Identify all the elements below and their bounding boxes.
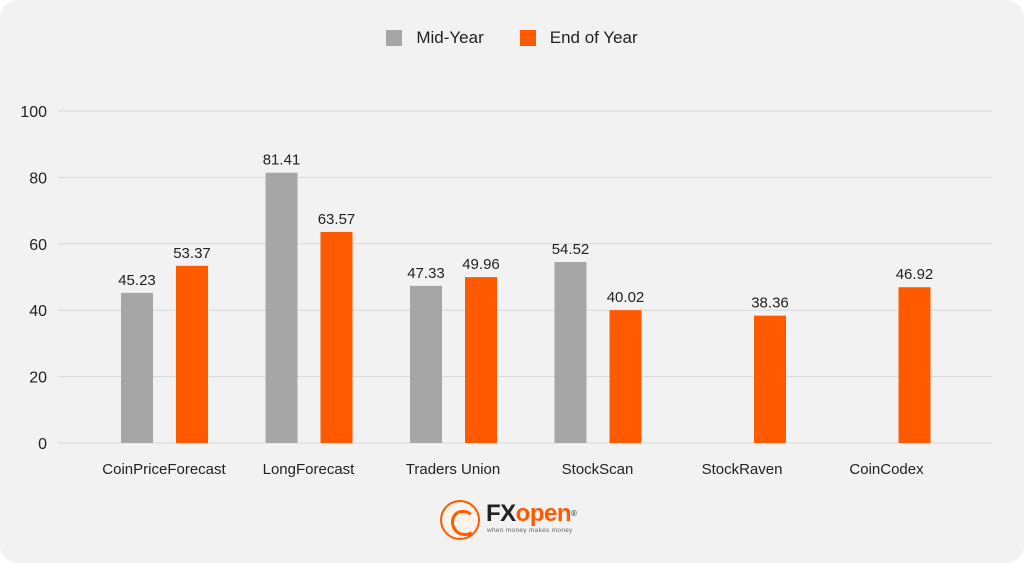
y-tick-label-0: 0	[38, 436, 47, 453]
fxopen-dragon-icon	[440, 500, 480, 540]
data-label-end-of-year-1: 63.57	[318, 211, 356, 228]
data-label-end-of-year-4: 38.36	[751, 295, 789, 312]
data-label-end-of-year-2: 49.96	[462, 256, 500, 273]
legend-swatch-mid-year	[386, 30, 403, 46]
x-tick-label-2: Traders Union	[406, 461, 500, 478]
fxopen-logo: FXopen® when money makes money	[440, 498, 590, 542]
x-tick-label-1: LongForecast	[263, 461, 356, 478]
data-label-mid-year-3: 54.52	[552, 241, 590, 258]
logo-open: open	[515, 500, 572, 527]
x-tick-label-5: CoinCodex	[849, 461, 924, 478]
bar-end-of-year-3	[609, 310, 642, 443]
bar-mid-year-1	[265, 172, 298, 443]
legend-label-mid-year: Mid-Year	[416, 28, 484, 47]
y-tick-label-80: 80	[29, 170, 47, 187]
logo-wordmark: FXopen®	[486, 500, 577, 527]
data-label-mid-year-1: 81.41	[263, 152, 301, 169]
legend-item-end-of-year: End of Year	[519, 28, 638, 48]
data-label-mid-year-2: 47.33	[407, 265, 445, 282]
y-tick-label-20: 20	[29, 370, 47, 387]
bar-end-of-year-5	[898, 287, 931, 443]
legend-item-mid-year: Mid-Year	[386, 28, 484, 48]
bar-end-of-year-1	[320, 231, 353, 443]
data-label-end-of-year-5: 46.92	[896, 266, 934, 283]
bar-mid-year-2	[410, 285, 442, 443]
legend-label-end-of-year: End of Year	[549, 28, 638, 47]
y-tick-label-40: 40	[29, 303, 47, 320]
y-tick-label-60: 60	[29, 237, 47, 254]
logo-tagline: when money makes money	[487, 527, 573, 534]
logo-fx: FX	[486, 500, 516, 527]
bar-mid-year-3	[554, 261, 587, 443]
chart-legend: Mid-Year End of Year	[0, 28, 1024, 48]
x-tick-label-4: StockRaven	[702, 461, 783, 478]
y-tick-label-100: 100	[20, 104, 47, 121]
bar-mid-year-0	[121, 292, 153, 443]
bar-end-of-year-0	[176, 265, 208, 443]
logo-registered: ®	[571, 509, 577, 518]
data-label-end-of-year-3: 40.02	[607, 289, 645, 306]
bar-end-of-year-4	[754, 315, 786, 443]
bar-end-of-year-2	[465, 277, 497, 443]
data-label-end-of-year-0: 53.37	[173, 245, 211, 262]
data-label-mid-year-0: 45.23	[118, 272, 156, 289]
x-tick-label-0: CoinPriceForecast	[102, 461, 226, 478]
legend-swatch-end-of-year	[519, 30, 536, 46]
x-tick-label-3: StockScan	[562, 461, 634, 478]
